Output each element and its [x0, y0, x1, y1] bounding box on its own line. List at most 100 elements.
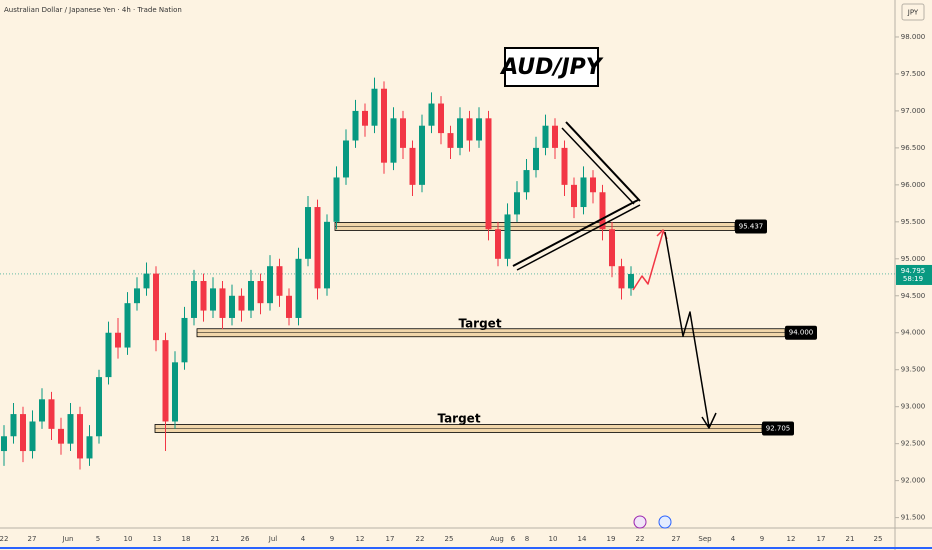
x-tick-label: 12	[356, 535, 365, 543]
candle-body	[571, 184, 577, 208]
y-tick-label: 93.000	[901, 403, 926, 411]
x-tick-label: 21	[846, 535, 855, 543]
candle-body	[533, 147, 539, 171]
x-tick-label: 17	[817, 535, 826, 543]
candle-body	[352, 110, 359, 141]
candle-body	[438, 103, 444, 134]
x-tick-label: 4	[731, 535, 736, 543]
candle-body	[210, 288, 216, 311]
candle-body	[390, 118, 397, 163]
x-tick-label: 27	[28, 535, 37, 543]
black-arrowhead	[701, 412, 717, 429]
candle-body	[162, 340, 169, 422]
event-icon[interactable]	[633, 515, 647, 529]
level-label-box	[785, 325, 817, 340]
x-tick-label: Jul	[268, 535, 278, 543]
candle-body	[153, 273, 159, 341]
red-projection	[632, 231, 664, 291]
candle-body	[400, 118, 406, 148]
candle-body	[381, 88, 387, 163]
x-tick-label: 26	[241, 535, 250, 543]
x-tick-label: 17	[386, 535, 395, 543]
candles	[0, 77, 895, 470]
y-tick-label: 92.500	[901, 440, 926, 448]
x-tick-label: 25	[445, 535, 454, 543]
y-tick-label: 98.000	[901, 33, 926, 41]
candle-body	[542, 125, 549, 148]
x-tick-label: Aug	[490, 535, 504, 543]
level-label: 92.705	[766, 425, 791, 433]
x-tick-label: 14	[578, 535, 587, 543]
candle-body	[599, 192, 606, 230]
candle-body	[48, 399, 55, 429]
x-tick-label: Jun	[62, 535, 74, 543]
candle-body	[77, 414, 83, 459]
x-tick-label: 18	[182, 535, 191, 543]
candle-body	[191, 280, 197, 318]
candle-body	[314, 207, 321, 289]
x-tick-label: Sep	[698, 535, 712, 543]
candle-body	[276, 266, 283, 296]
candle-body	[96, 377, 102, 437]
candle-body	[172, 362, 178, 422]
candle-body	[333, 177, 340, 222]
candle-body	[580, 177, 587, 208]
x-tick-label: 5	[96, 535, 100, 543]
candle-body	[504, 214, 511, 259]
x-tick-label: 9	[760, 535, 764, 543]
candle-body	[286, 295, 292, 318]
candle-body	[514, 192, 520, 215]
triangle-lower-inner	[516, 204, 641, 271]
candle-body	[257, 280, 264, 304]
y-tick-label: 94.000	[901, 329, 926, 337]
candle-body	[428, 103, 435, 126]
candle-body	[10, 414, 17, 437]
axes: 98.000 97.500 97.000 96.500 96.000 95.500 95.0…	[0, 33, 932, 543]
candle-body	[143, 273, 150, 289]
candle-body	[609, 229, 615, 267]
currency: JPY	[907, 9, 919, 17]
target-label: Target	[437, 412, 480, 426]
triangle-upper	[565, 121, 641, 202]
candle-body	[419, 125, 425, 185]
candle-body	[552, 125, 558, 148]
candle-body	[343, 140, 349, 178]
candle-body	[485, 118, 492, 230]
candle-body	[495, 229, 501, 259]
candle-body	[590, 177, 596, 193]
y-tick-label: 91.500	[901, 514, 926, 522]
x-tick-label: 13	[153, 535, 162, 543]
drawings	[512, 121, 717, 529]
candle-body	[248, 280, 254, 311]
candle-body	[134, 288, 140, 304]
candle-body	[628, 273, 634, 289]
candle-body	[105, 332, 112, 378]
currency-box[interactable]	[901, 3, 925, 21]
x-tick-label: 8	[525, 535, 529, 543]
candle-body	[447, 133, 454, 148]
candle-body	[124, 303, 131, 348]
symbol-box	[504, 47, 599, 87]
candle-body	[295, 258, 302, 318]
candle-body	[86, 436, 93, 459]
candle-body	[523, 170, 530, 193]
candle-body	[618, 266, 625, 289]
candle-body	[466, 118, 473, 141]
x-tick-label: 21	[211, 535, 220, 543]
candle-body	[305, 207, 311, 259]
x-tick-label: 10	[549, 535, 558, 543]
x-tick-label: 27	[672, 535, 681, 543]
candle-body	[115, 332, 121, 348]
candle-body	[39, 399, 45, 422]
candle-body	[324, 221, 330, 289]
x-tick-label: 12	[787, 535, 796, 543]
candle-body	[200, 280, 207, 311]
x-tick-label: 25	[874, 535, 883, 543]
event-icon[interactable]	[658, 515, 672, 529]
level-label: 94.000	[789, 329, 814, 337]
y-tick-label: 97.000	[901, 107, 926, 115]
candle-body	[476, 118, 482, 141]
x-tick-label: 9	[330, 535, 334, 543]
black-projection	[664, 231, 710, 428]
